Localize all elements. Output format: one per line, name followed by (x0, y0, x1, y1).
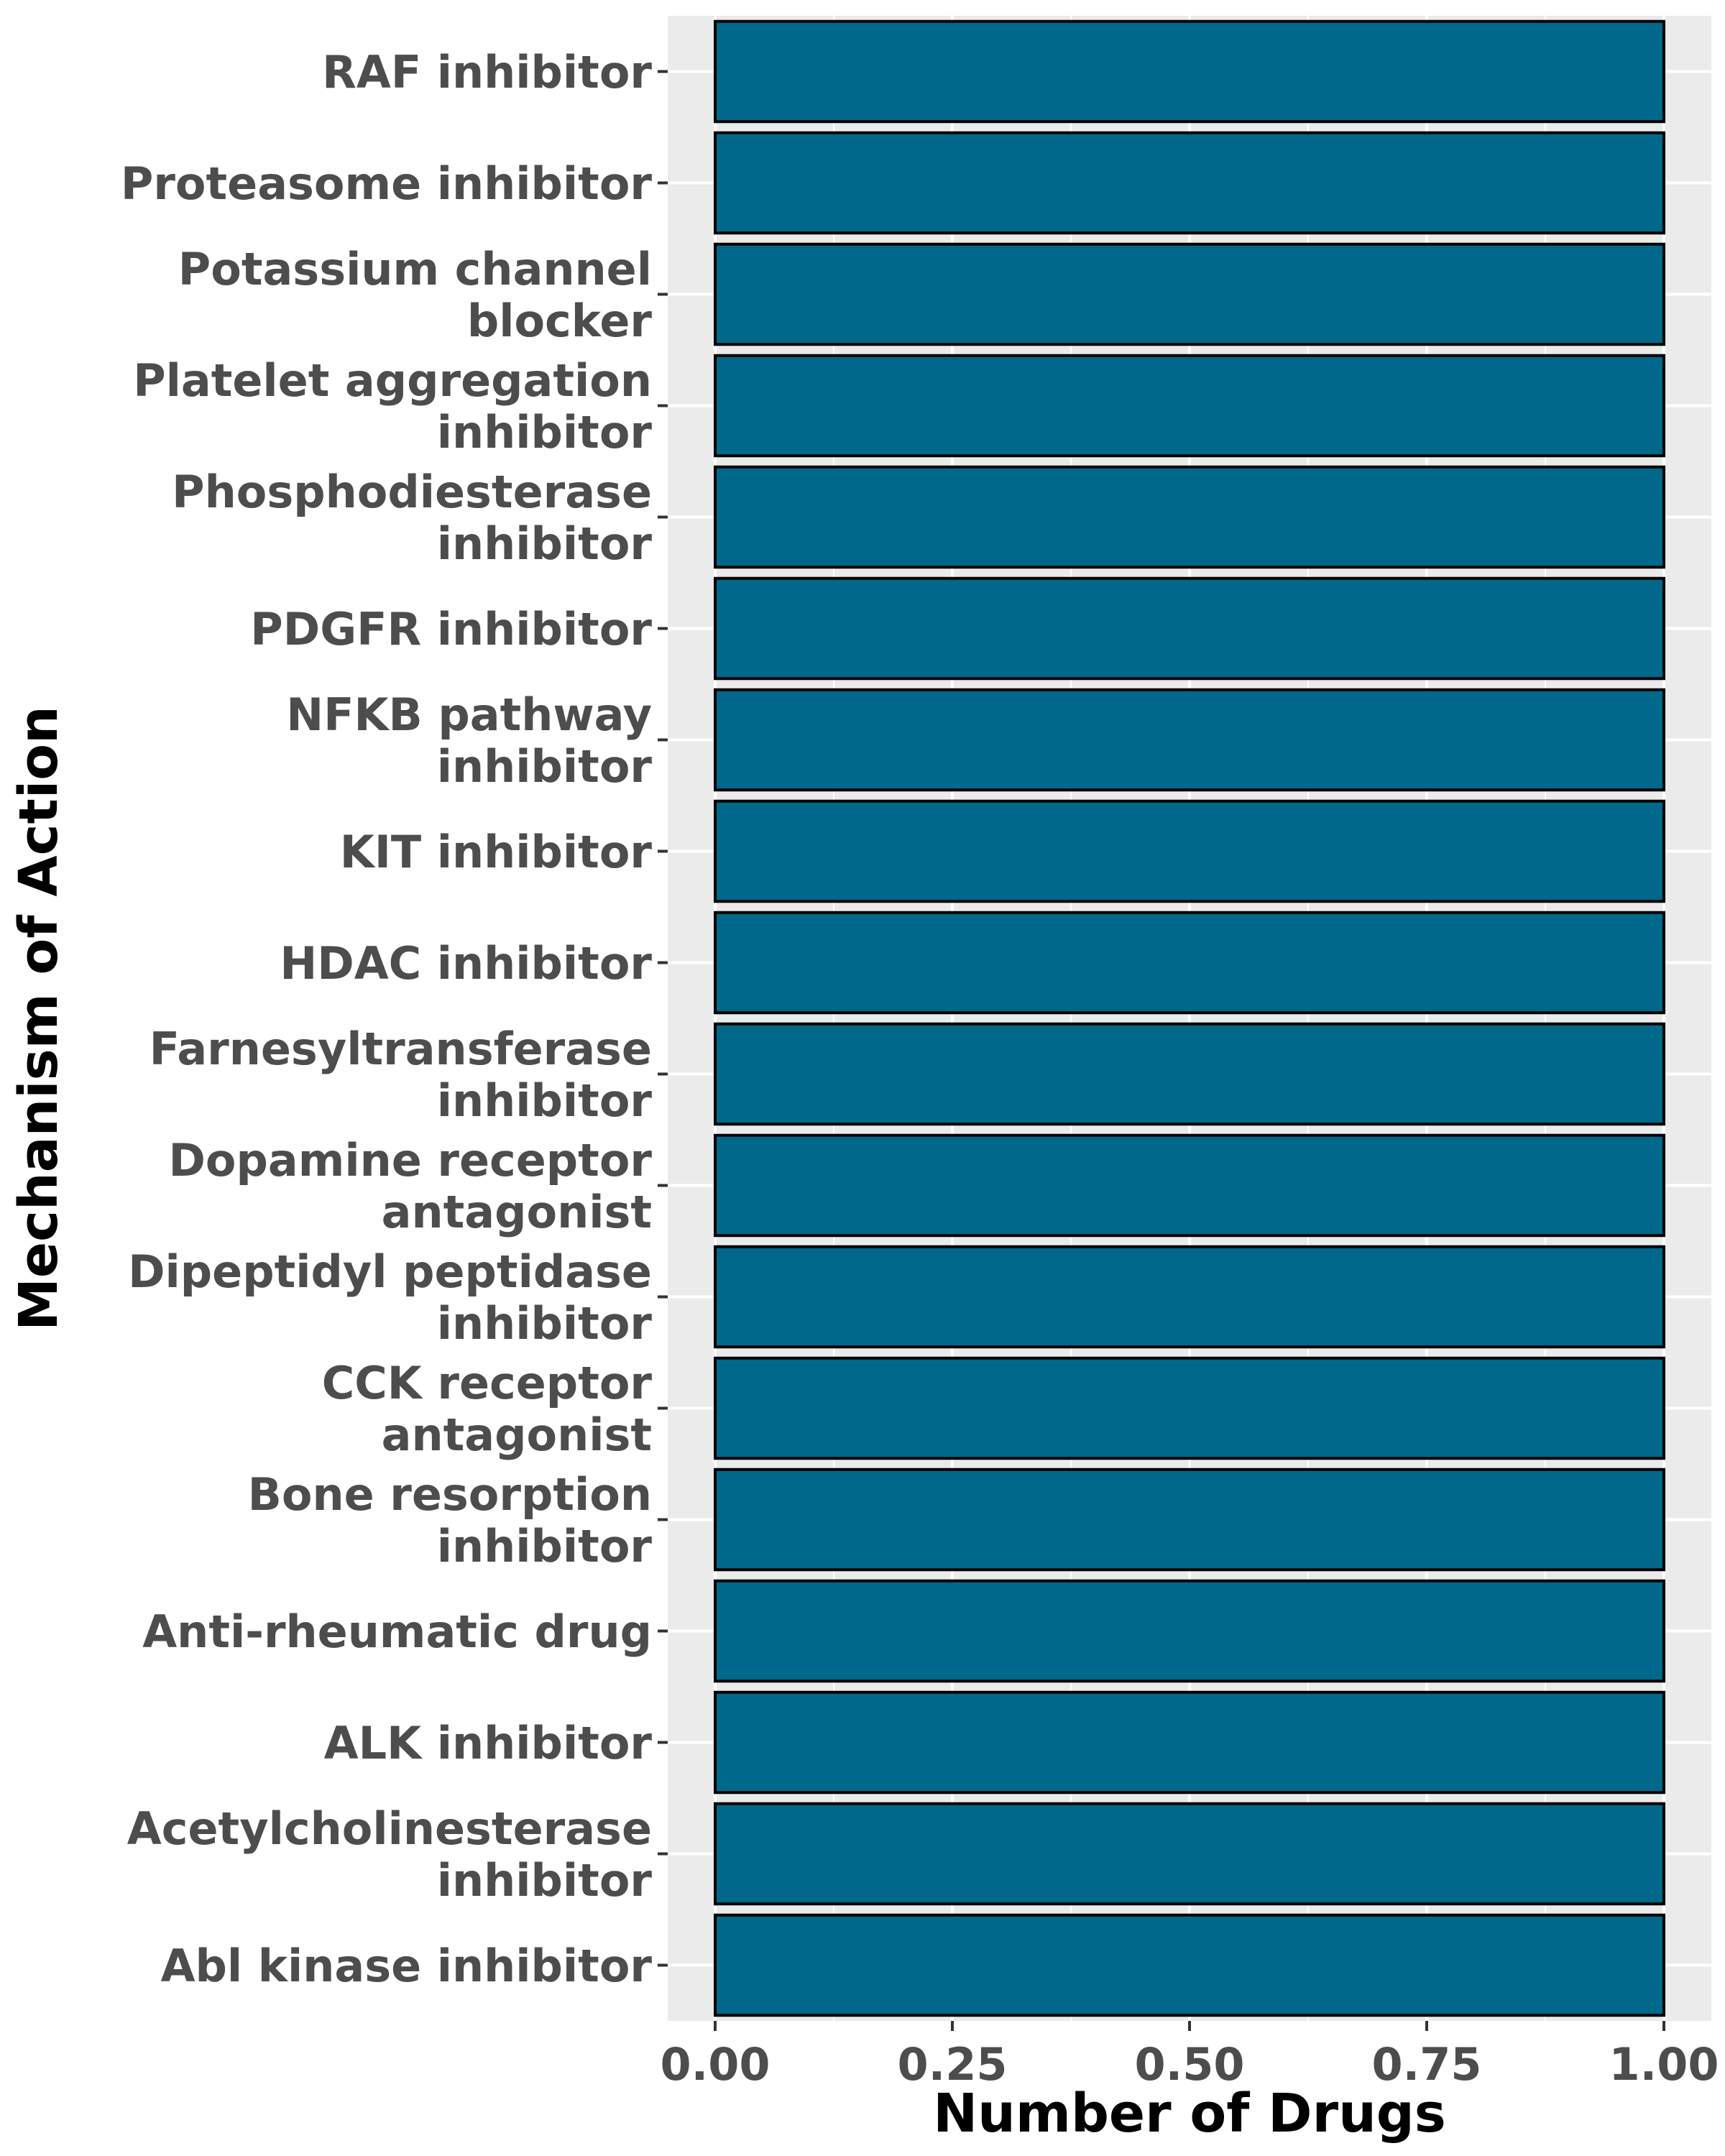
category-label-line: RAF inhibitor (322, 46, 652, 98)
category-label-line: Farnesyltransferase (150, 1023, 652, 1075)
bar (714, 131, 1665, 235)
category-label: RAF inhibitor (322, 46, 652, 98)
category-label: Dopamine receptor antagonist (168, 1134, 652, 1238)
bar (714, 1579, 1665, 1683)
x-tick-label: 1.00 (1609, 2038, 1719, 2091)
category-label: Dipeptidyl peptidase inhibitor (128, 1245, 652, 1350)
category-label-line: Potassium channel (178, 243, 652, 295)
category-label-line: Dopamine receptor (168, 1134, 652, 1187)
category-label-line: antagonist (382, 1186, 652, 1238)
x-tick-label: 0.50 (1135, 2038, 1245, 2091)
bars (714, 19, 1665, 2017)
bar (714, 354, 1665, 458)
y-axis-title: Mechanism of Action (8, 706, 70, 1330)
minor-grid (833, 16, 1546, 2021)
bar (714, 465, 1665, 569)
category-label-line: Bone resorption (248, 1468, 652, 1521)
bar (714, 1133, 1665, 1238)
bar (714, 242, 1665, 346)
category-label-line: inhibitor (437, 1297, 653, 1350)
x-axis: 0.00 0.25 0.50 0.75 1.00 (661, 2021, 1719, 2091)
category-label-line: inhibitor (437, 1854, 653, 1907)
category-label-line: antagonist (382, 1409, 652, 1461)
category-label: Farnesyltransferase inhibitor (150, 1023, 653, 1127)
category-label-line: HDAC inhibitor (280, 937, 652, 990)
category-label: ALK inhibitor (324, 1717, 653, 1769)
category-label: Bone resorption inhibitor (248, 1468, 653, 1572)
bar (714, 911, 1665, 1015)
category-label-line: Anti-rheumatic drug (142, 1606, 652, 1658)
category-label-line: Dipeptidyl peptidase (128, 1245, 652, 1298)
bar (714, 799, 1665, 903)
bar (714, 1022, 1665, 1126)
category-label-line: NFKB pathway (286, 688, 652, 741)
category-label-line: inhibitor (437, 1074, 653, 1127)
category-label-line: KIT inhibitor (340, 826, 653, 878)
category-label: Platelet aggregation inhibitor (133, 354, 652, 459)
category-label: PDGFR inhibitor (250, 603, 652, 655)
bar (714, 688, 1665, 792)
bar (714, 576, 1665, 681)
x-tick-label: 0.00 (661, 2038, 770, 2091)
x-axis-title: Number of Drugs (933, 2083, 1446, 2145)
category-label-line: inhibitor (437, 517, 653, 570)
category-label-line: Acetylcholinesterase (127, 1802, 652, 1855)
bar (714, 1802, 1665, 1906)
category-label: Potassium channel blocker (178, 243, 653, 347)
bar (714, 1468, 1665, 1572)
x-tick-label: 0.25 (898, 2038, 1008, 2091)
category-label-line: PDGFR inhibitor (250, 603, 652, 655)
category-label-line: blocker (467, 295, 653, 347)
category-label-line: ALK inhibitor (324, 1717, 653, 1769)
bar (714, 1690, 1665, 1795)
bar (714, 1356, 1665, 1460)
category-label: NFKB pathway inhibitor (286, 688, 652, 793)
bar (714, 19, 1665, 124)
x-tick-label: 0.75 (1372, 2038, 1482, 2091)
category-label: CCK receptor antagonist (322, 1357, 653, 1461)
category-label: HDAC inhibitor (280, 937, 652, 990)
category-label-line: CCK receptor (322, 1357, 653, 1409)
category-label: KIT inhibitor (340, 826, 653, 878)
category-label-line: Phosphodiesterase (172, 466, 652, 518)
category-label-line: Proteasome inhibitor (121, 157, 653, 210)
category-label: Abl kinase inhibitor (161, 1940, 653, 1992)
category-label-line: inhibitor (437, 406, 653, 459)
bar (714, 1913, 1665, 2017)
category-label: Proteasome inhibitor (121, 157, 653, 210)
category-label: Phosphodiesterase inhibitor (172, 466, 652, 570)
category-label-line: Abl kinase inhibitor (161, 1940, 653, 1992)
category-label: Acetylcholinesterase inhibitor (127, 1802, 653, 1907)
category-label-line: inhibitor (437, 740, 653, 793)
bar (714, 1245, 1665, 1349)
category-label-line: Platelet aggregation (133, 354, 652, 407)
category-label: Anti-rheumatic drug (142, 1606, 652, 1658)
y-axis: RAF inhibitor Proteasome inhibitor Potassi… (121, 46, 668, 1992)
category-label-line: inhibitor (437, 1520, 653, 1572)
